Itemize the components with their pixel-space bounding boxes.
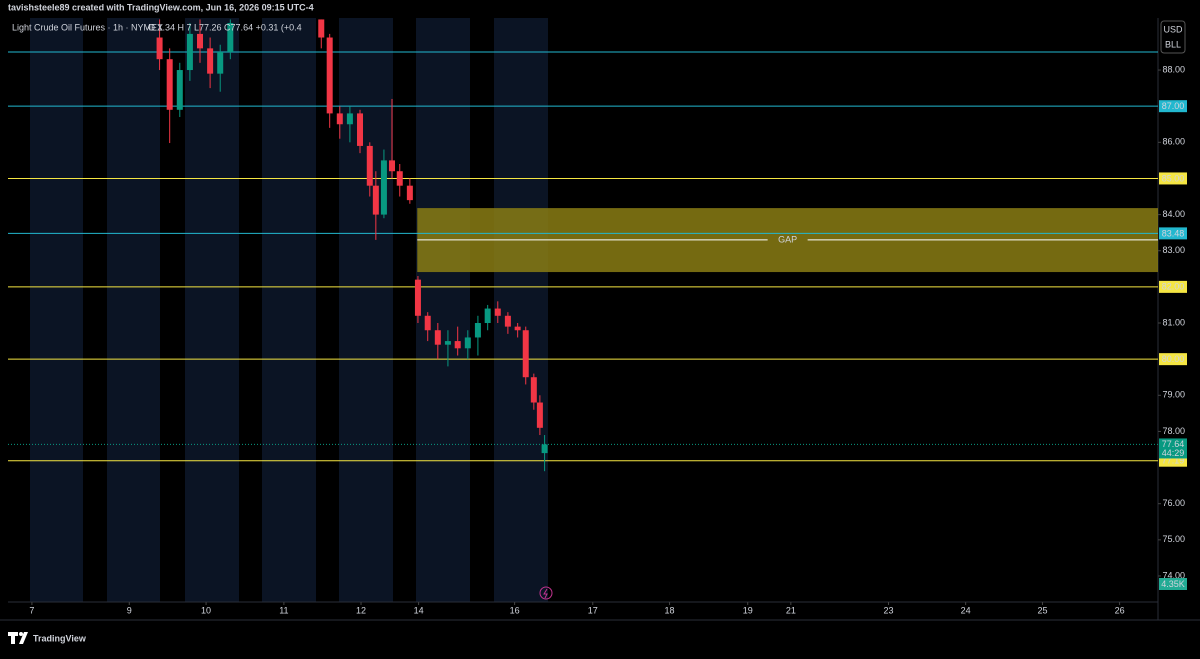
x-tick-label: 23 xyxy=(884,605,894,615)
candle-body xyxy=(454,341,461,349)
candle-body xyxy=(156,37,163,60)
x-tick-label: 26 xyxy=(1115,605,1125,615)
candle-body xyxy=(541,444,548,454)
y-tick-label: 84.00 xyxy=(1162,209,1185,219)
candle-body xyxy=(227,23,234,52)
y-tick-label: 74.00 xyxy=(1162,570,1185,580)
candle-body xyxy=(326,37,333,114)
candle-body xyxy=(357,113,364,146)
level-tag xyxy=(1159,100,1187,113)
y-tick-label: 76.00 xyxy=(1162,498,1185,508)
x-tick-label: 12 xyxy=(356,605,366,615)
x-tick-label: 19 xyxy=(743,605,753,615)
brand-logo xyxy=(8,632,28,644)
candle-body xyxy=(396,171,403,186)
bolt-icon[interactable] xyxy=(539,586,553,600)
unit: BLL xyxy=(1165,39,1181,49)
candle-body xyxy=(494,308,501,316)
x-tick-label: 9 xyxy=(127,605,132,615)
level-label: 87.00 xyxy=(1162,101,1185,111)
candle-body xyxy=(166,59,173,110)
x-tick-label: 11 xyxy=(279,605,288,615)
last-price-tag xyxy=(1159,438,1187,459)
x-tick-label: 24 xyxy=(961,605,971,615)
level-label: 82.00 xyxy=(1162,282,1185,292)
y-tick-label: 88.00 xyxy=(1162,64,1185,74)
x-tick-label: 18 xyxy=(665,605,675,615)
x-tick-label: 25 xyxy=(1037,605,1047,615)
level-label: 80.00 xyxy=(1162,354,1185,364)
candle-body xyxy=(434,330,441,345)
candle-body xyxy=(176,70,183,110)
candle-body xyxy=(464,337,471,349)
ohlc: O 1.34 H 7 L77.26 C77.64 +0.31 (+0.4 xyxy=(148,22,302,32)
level-tag xyxy=(1159,280,1187,293)
y-tick-label: 83.00 xyxy=(1162,245,1185,255)
x-tick-label: 10 xyxy=(201,605,211,615)
candle-body xyxy=(318,19,325,38)
level-tag xyxy=(1159,172,1187,185)
candle-body xyxy=(217,51,224,74)
candle-body xyxy=(372,185,379,215)
candle-body xyxy=(346,113,353,125)
level-tag xyxy=(1159,353,1187,366)
x-tick-label: 17 xyxy=(588,605,598,615)
candle-body xyxy=(530,377,537,403)
volume-label: 4.35K xyxy=(1161,579,1185,589)
y-tick-label: 79.00 xyxy=(1162,390,1185,400)
y-tick-label: 81.00 xyxy=(1162,317,1185,327)
candle-body xyxy=(336,113,343,125)
y-tick-label: 78.00 xyxy=(1162,426,1185,436)
sessions xyxy=(30,18,548,602)
candle-body xyxy=(389,160,396,172)
currency: USD xyxy=(1163,24,1183,34)
x-tick-label: 14 xyxy=(414,605,424,615)
level-label: 77.19 xyxy=(1162,456,1185,466)
candle-body xyxy=(380,160,387,215)
x-tick-label: 21 xyxy=(786,605,796,615)
candle-body xyxy=(366,145,373,186)
countdown: 44:29 xyxy=(1162,448,1185,458)
candle-body xyxy=(514,326,521,331)
candle-body xyxy=(504,315,511,327)
gap-label: GAP xyxy=(778,234,797,244)
candle-body xyxy=(197,33,204,49)
candle-body xyxy=(536,402,543,428)
brand: TradingView xyxy=(33,633,87,643)
candle-body xyxy=(406,185,413,201)
candle-body xyxy=(444,341,451,345)
candle-body xyxy=(474,323,481,338)
y-tick-label: 86.00 xyxy=(1162,137,1185,147)
x-tick-label: 16 xyxy=(510,605,520,615)
plot xyxy=(8,19,1158,472)
last-price-label: 77.64 xyxy=(1162,439,1185,449)
candle-body xyxy=(522,330,529,378)
x-tick-label: 7 xyxy=(29,605,34,615)
level-tag xyxy=(1159,227,1187,240)
level-label: 85.00 xyxy=(1162,173,1185,183)
symbol-title: Light Crude Oil Futures · 1h · NYMEX xyxy=(12,22,163,32)
candle-body xyxy=(414,279,421,316)
currency-box[interactable] xyxy=(1160,20,1186,54)
volume-tag xyxy=(1159,578,1187,590)
candle-body xyxy=(186,33,193,71)
candle-body xyxy=(207,48,214,74)
header: tavishsteele89 created with TradingView.… xyxy=(8,2,314,12)
y-tick-label: 75.00 xyxy=(1162,534,1185,544)
level-label: 83.48 xyxy=(1162,228,1185,238)
candle-body xyxy=(424,315,431,331)
candle-body xyxy=(484,308,491,324)
